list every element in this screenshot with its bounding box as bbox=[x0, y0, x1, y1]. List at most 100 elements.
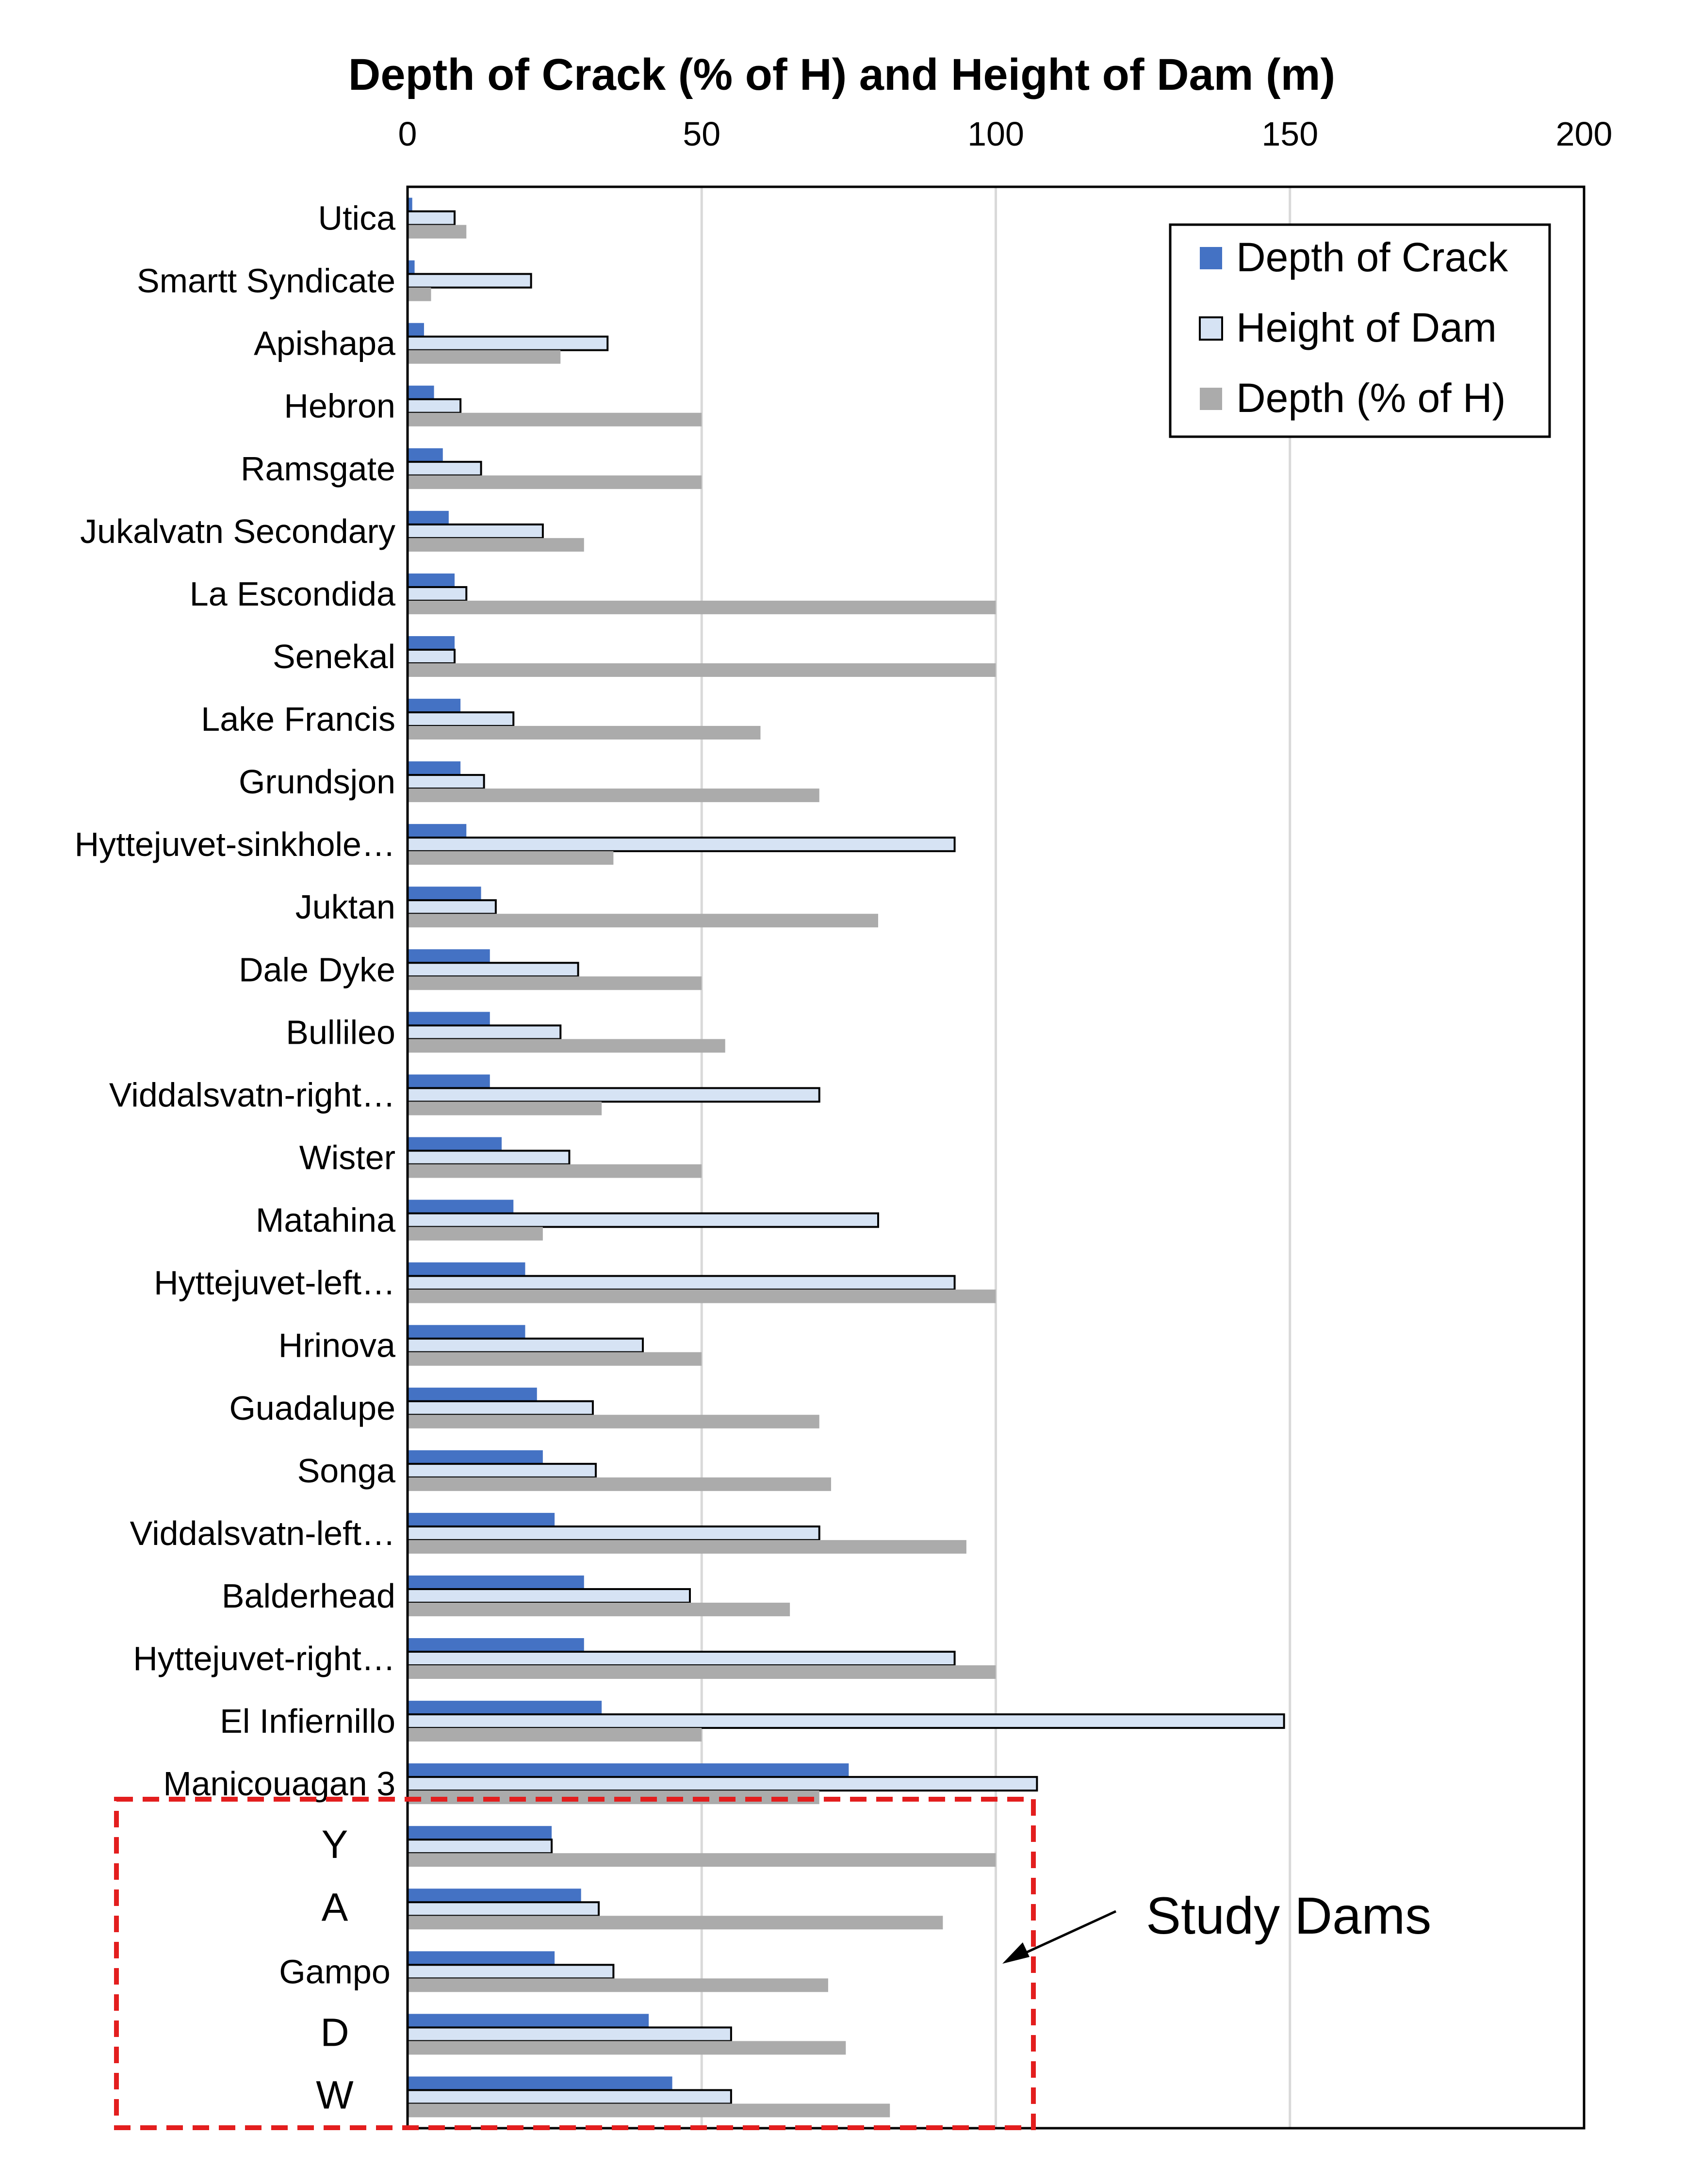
bar-depth-of-h-songa bbox=[408, 1477, 831, 1491]
bar-depth-of-h-ramsgate bbox=[408, 475, 702, 489]
bar-depth-of-crack-viddalsvatn-right bbox=[408, 1074, 490, 1088]
bar-height-of-dam-grundsjon bbox=[407, 774, 485, 790]
legend-swatch-depth-of-h bbox=[1200, 388, 1222, 410]
category-label-hyttejuvet-right: Hyttejuvet-right… bbox=[133, 1640, 395, 1677]
category-label-d: D bbox=[320, 2010, 349, 2054]
bar-depth-of-crack-lake-francis bbox=[408, 699, 461, 713]
bar-depth-of-h-dale-dyke bbox=[408, 976, 702, 990]
bar-height-of-dam-a bbox=[407, 1901, 600, 1917]
bar-depth-of-crack-smartt-syndicate bbox=[408, 260, 415, 274]
x-tick-label-150: 150 bbox=[1261, 115, 1318, 153]
plot-area-frame bbox=[406, 185, 1586, 2130]
bar-depth-of-crack-d bbox=[408, 2014, 649, 2028]
bar-height-of-dam-hebron bbox=[407, 398, 462, 414]
category-label-juktan: Juktan bbox=[295, 888, 395, 926]
category-label-el-infiernillo: El Infiernillo bbox=[220, 1702, 395, 1740]
category-label-guadalupe: Guadalupe bbox=[229, 1389, 395, 1427]
bar-depth-of-crack-jukalvatn-secondary bbox=[408, 510, 449, 525]
legend-label-height-of-dam: Height of Dam bbox=[1236, 305, 1497, 350]
bar-height-of-dam-la-escondida bbox=[407, 586, 468, 602]
bar-height-of-dam-w bbox=[407, 2089, 732, 2105]
bar-depth-of-h-utica bbox=[408, 225, 467, 239]
bar-depth-of-crack-songa bbox=[408, 1450, 543, 1464]
bar-depth-of-h-hrinova bbox=[408, 1352, 702, 1366]
bar-depth-of-crack-w bbox=[408, 2076, 672, 2090]
bar-depth-of-h-lake-francis bbox=[408, 726, 761, 740]
bar-depth-of-crack-el-infiernillo bbox=[408, 1701, 602, 1715]
bar-depth-of-h-gampo bbox=[408, 1978, 828, 1992]
category-label-utica: Utica bbox=[318, 199, 396, 237]
category-label-balderhead: Balderhead bbox=[222, 1577, 395, 1615]
gridlines bbox=[700, 187, 1292, 2128]
bar-depth-of-h-a bbox=[408, 1916, 943, 1930]
bar-depth-of-crack-senekal bbox=[408, 636, 455, 650]
legend-swatch-depth-of-crack bbox=[1200, 247, 1222, 269]
x-axis-ticks: 0 50 100 150 200 bbox=[398, 115, 1613, 153]
bar-depth-of-h-apishapa bbox=[408, 350, 561, 364]
bar-depth-of-crack-y bbox=[408, 1826, 552, 1840]
study-dams-highlight-box bbox=[114, 1797, 1036, 2130]
bar-depth-of-crack-hebron bbox=[408, 385, 434, 399]
bar-height-of-dam-ramsgate bbox=[407, 460, 482, 476]
category-label-viddalsvatn-right: Viddalsvatn-right… bbox=[109, 1076, 395, 1114]
category-label-hyttejuvet-left: Hyttejuvet-left… bbox=[154, 1264, 395, 1302]
bar-depth-of-h-guadalupe bbox=[408, 1414, 819, 1429]
bar-depth-of-h-w bbox=[408, 2103, 890, 2118]
bar-height-of-dam-utica bbox=[407, 210, 456, 226]
bar-depth-of-crack-balderhead bbox=[408, 1575, 584, 1589]
bar-depth-of-h-la-escondida bbox=[408, 600, 996, 614]
bar-depth-of-h-viddalsvatn-right bbox=[408, 1101, 602, 1116]
legend-label-depth-of-crack: Depth of Crack bbox=[1236, 234, 1508, 280]
bar-height-of-dam-gampo bbox=[407, 1964, 615, 1980]
bar-depth-of-crack-viddalsvatn-left bbox=[408, 1512, 555, 1527]
bar-depth-of-crack-hyttejuvet-left bbox=[408, 1262, 525, 1276]
category-label-y: Y bbox=[322, 1823, 348, 1867]
category-label-jukalvatn-secondary: Jukalvatn Secondary bbox=[80, 512, 395, 550]
bar-depth-of-crack-guadalupe bbox=[408, 1387, 537, 1401]
category-label-a: A bbox=[322, 1885, 348, 1929]
bar-depth-of-h-el-infiernillo bbox=[408, 1728, 702, 1742]
bar-height-of-dam-hrinova bbox=[407, 1337, 644, 1353]
category-label-w: W bbox=[316, 2073, 354, 2117]
bar-depth-of-h-y bbox=[408, 1853, 996, 1867]
category-label-bullileo: Bullileo bbox=[286, 1013, 395, 1051]
legend: Depth of Crack Height of Dam Depth (% of H… bbox=[1169, 223, 1551, 438]
bar-height-of-dam-viddalsvatn-right bbox=[407, 1087, 820, 1103]
bar-height-of-dam-smartt-syndicate bbox=[407, 273, 532, 289]
bar-height-of-dam-apishapa bbox=[407, 335, 609, 351]
bar-depth-of-crack-apishapa bbox=[408, 323, 424, 337]
legend-box bbox=[1169, 223, 1551, 438]
category-label-matahina: Matahina bbox=[256, 1201, 395, 1239]
bar-height-of-dam-hyttejuvet-sinkhole bbox=[407, 837, 956, 853]
bar-depth-of-crack-juktan bbox=[408, 887, 481, 901]
bar-height-of-dam-guadalupe bbox=[407, 1400, 594, 1416]
category-label-gampo: Gampo bbox=[279, 1953, 391, 1990]
bar-height-of-dam-balderhead bbox=[407, 1588, 691, 1604]
bar-depth-of-h-d bbox=[408, 2041, 846, 2055]
bar-height-of-dam-jukalvatn-secondary bbox=[407, 523, 544, 539]
bar-height-of-dam-manicouagan-3 bbox=[407, 1776, 1038, 1792]
category-label-songa: Songa bbox=[297, 1452, 395, 1490]
category-label-grundsjon: Grundsjon bbox=[239, 763, 395, 801]
bar-depth-of-crack-dale-dyke bbox=[408, 949, 490, 963]
bar-depth-of-h-hebron bbox=[408, 412, 702, 427]
category-label-viddalsvatn-left: Viddalsvatn-left… bbox=[130, 1514, 395, 1552]
bar-depth-of-h-balderhead bbox=[408, 1602, 790, 1616]
category-label-la-escondida: La Escondida bbox=[190, 575, 395, 613]
bar-depth-of-crack-wister bbox=[408, 1137, 502, 1151]
category-label-smartt-syndicate: Smartt Syndicate bbox=[137, 262, 395, 300]
bar-depth-of-h-hyttejuvet-right bbox=[408, 1665, 996, 1679]
x-tick-label-200: 200 bbox=[1556, 115, 1613, 153]
category-labels: Utica Smartt Syndicate Apishapa Hebron Ramsg… bbox=[75, 199, 395, 2118]
bar-depth-of-crack-grundsjon bbox=[408, 761, 461, 775]
x-tick-label-100: 100 bbox=[967, 115, 1024, 153]
bar-depth-of-crack-a bbox=[408, 1888, 581, 1903]
bar-height-of-dam-lake-francis bbox=[407, 711, 515, 727]
bar-depth-of-crack-bullileo bbox=[408, 1012, 490, 1026]
bar-depth-of-crack-hyttejuvet-sinkhole bbox=[408, 824, 467, 838]
bar-height-of-dam-wister bbox=[407, 1149, 571, 1166]
category-label-apishapa: Apishapa bbox=[254, 325, 395, 362]
bar-height-of-dam-d bbox=[407, 2026, 732, 2042]
